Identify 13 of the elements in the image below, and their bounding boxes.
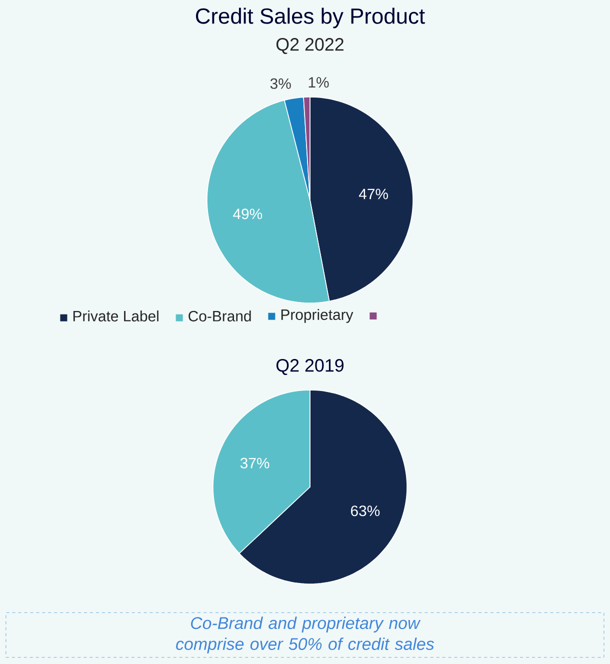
text: Co-Brand and proprietary now comprise over 50% of credit sales (176, 616, 434, 654)
chart-title: Q2 2019 (276, 359, 344, 375)
data-label: 3% (270, 78, 291, 89)
data-label: 63% (351, 506, 380, 516)
data-label: 1% (308, 77, 329, 88)
data-label: 49% (233, 208, 262, 220)
legend-label: Co-Brand (188, 310, 251, 322)
data-label: 37% (240, 458, 270, 468)
chart-title: Credit Sales by Product (196, 8, 425, 28)
chart-subtitle: Q2 2022 (276, 38, 344, 54)
legend-label: Proprietary (281, 309, 354, 323)
legend-label: Private Label (73, 310, 158, 322)
data-label: 47% (358, 188, 388, 200)
